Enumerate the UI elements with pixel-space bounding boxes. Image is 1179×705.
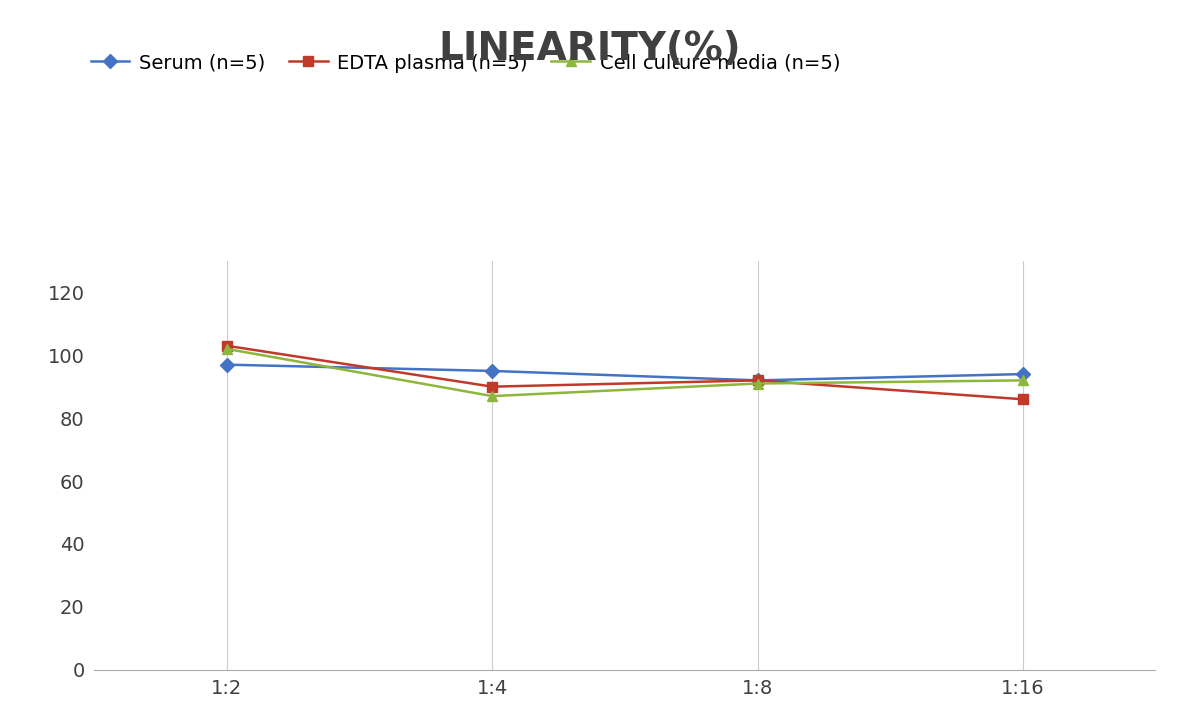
EDTA plasma (n=5) (1016, 395, 1030, 403)
Serum (n=5) (220, 360, 235, 369)
Serum (n=5) (1016, 370, 1030, 379)
EDTA plasma (n=5) (751, 376, 765, 385)
Serum (n=5) (751, 376, 765, 385)
Cell culture media (n=5) (486, 392, 500, 400)
EDTA plasma (n=5) (486, 382, 500, 391)
Legend: Serum (n=5), EDTA plasma (n=5), Cell culture media (n=5): Serum (n=5), EDTA plasma (n=5), Cell cul… (83, 46, 848, 80)
Cell culture media (n=5) (1016, 376, 1030, 385)
Serum (n=5) (486, 367, 500, 375)
Line: EDTA plasma (n=5): EDTA plasma (n=5) (222, 341, 1028, 404)
Cell culture media (n=5) (751, 379, 765, 388)
Cell culture media (n=5) (220, 345, 235, 353)
Line: Serum (n=5): Serum (n=5) (222, 360, 1028, 385)
EDTA plasma (n=5) (220, 341, 235, 350)
Line: Cell culture media (n=5): Cell culture media (n=5) (222, 344, 1028, 401)
Text: LINEARITY(%): LINEARITY(%) (439, 30, 740, 68)
